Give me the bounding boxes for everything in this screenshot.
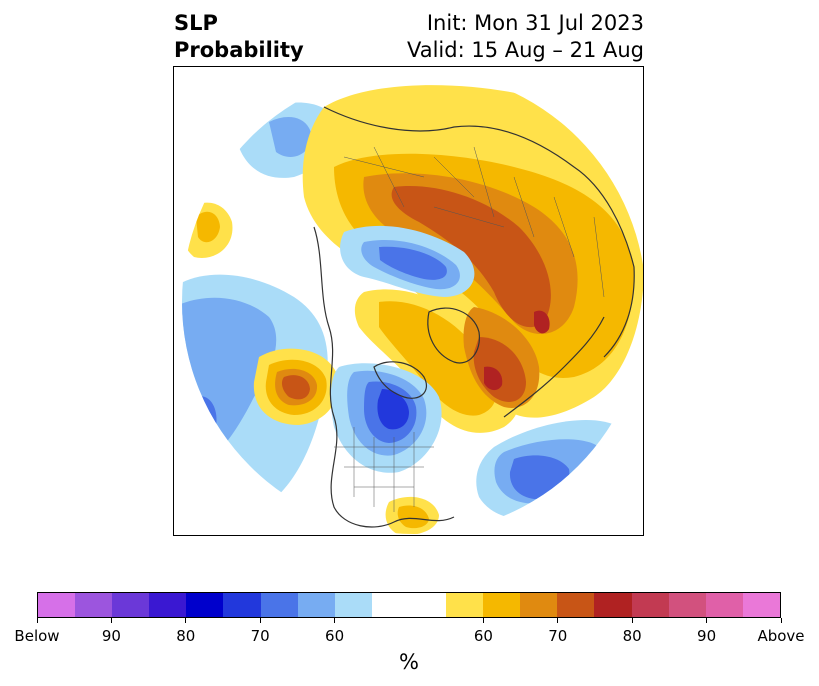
- colorbar-tick-mark: [706, 618, 708, 623]
- colorbar-tick-mark: [110, 618, 112, 623]
- border-lines-north-america: [334, 427, 434, 512]
- colorbar-tick-label: 90: [101, 627, 121, 645]
- probability-fills: [182, 85, 643, 534]
- colorbar-segment: [520, 593, 558, 617]
- above-normal-region-eurasia-dark: [391, 186, 551, 328]
- border-lines-eurasia: [343, 146, 605, 298]
- below-normal-core-hudson: [377, 389, 409, 430]
- map-canvas: [182, 85, 643, 534]
- colorbar-tick-mark: [259, 618, 261, 623]
- coastline-greenland: [427, 307, 481, 364]
- colorbar-tick-label: Above: [757, 627, 805, 645]
- colorbar-tick-mark: [631, 618, 633, 623]
- colorbar-segment: [631, 593, 669, 617]
- colorbar-segment: [742, 593, 780, 617]
- colorbar-segment: [668, 593, 706, 617]
- colorbar-segment: [446, 593, 484, 617]
- colorbar-segment: [594, 593, 632, 617]
- colorbar-tick-label: Below: [14, 627, 60, 645]
- coastline-eurasia: [323, 106, 635, 358]
- valid-range: Valid: 15 Aug – 21 Aug: [406, 38, 644, 62]
- title-variable: SLP: [174, 11, 218, 35]
- above-normal-core-atlantic: [484, 366, 503, 391]
- colorbar-segment: [223, 593, 261, 617]
- coastline-hudson-bay: [373, 361, 427, 399]
- map-title: SLP Probability: [174, 10, 304, 64]
- above-normal-core-arctic: [534, 310, 550, 334]
- colorbar-unit-label: %: [399, 650, 419, 674]
- colorbar-tick-mark: [334, 618, 336, 623]
- coastline-north-america: [313, 226, 455, 528]
- colorbar: [37, 592, 781, 618]
- below-normal-region-arctic-deep: [379, 246, 447, 280]
- political-borders: [334, 146, 605, 512]
- above-normal-region-atlantic-mid: [379, 301, 496, 416]
- above-normal-region-southeast-us-mid: [397, 505, 429, 529]
- colorbar-segment: [149, 593, 187, 617]
- colorbar-segment: [75, 593, 113, 617]
- colorbar-tick-label: 70: [250, 627, 270, 645]
- colorbar-tick-mark: [780, 618, 782, 623]
- coastlines: [313, 106, 635, 528]
- colorbar-segment: [297, 593, 335, 617]
- colorbar-tick-mark: [557, 618, 559, 623]
- colorbar-segment: [334, 593, 372, 617]
- colorbar-tick-mark: [36, 618, 38, 623]
- colorbar-tick-label: 80: [622, 627, 642, 645]
- colorbar-segment: [705, 593, 743, 617]
- title-type: Probability: [174, 38, 304, 62]
- colorbar-segment: [371, 593, 447, 617]
- coastline-europe: [503, 316, 605, 418]
- colorbar-segment: [186, 593, 224, 617]
- below-normal-region-northwest-mid: [269, 117, 312, 157]
- colorbar-segment: [38, 593, 76, 617]
- init-date: Init: Mon 31 Jul 2023: [426, 11, 644, 35]
- colorbar-tick-label: 90: [697, 627, 717, 645]
- colorbar-tick-mark: [482, 618, 484, 623]
- colorbar-segment: [483, 593, 521, 617]
- colorbar-tick-label: 70: [548, 627, 568, 645]
- map-dates: Init: Mon 31 Jul 2023 Valid: 15 Aug – 21…: [407, 10, 644, 64]
- below-normal-core-atlantic-south: [509, 455, 570, 499]
- colorbar-tick-label: 60: [473, 627, 493, 645]
- colorbar-segment: [557, 593, 595, 617]
- above-normal-region-west-mid: [196, 211, 220, 243]
- above-normal-core-north-pacific: [281, 375, 310, 400]
- colorbar-tick-mark: [185, 618, 187, 623]
- colorbar-tick-label: 60: [325, 627, 345, 645]
- colorbar-segment: [112, 593, 150, 617]
- colorbar-segment: [260, 593, 298, 617]
- probability-map: [173, 66, 644, 536]
- colorbar-tick-label: 80: [176, 627, 196, 645]
